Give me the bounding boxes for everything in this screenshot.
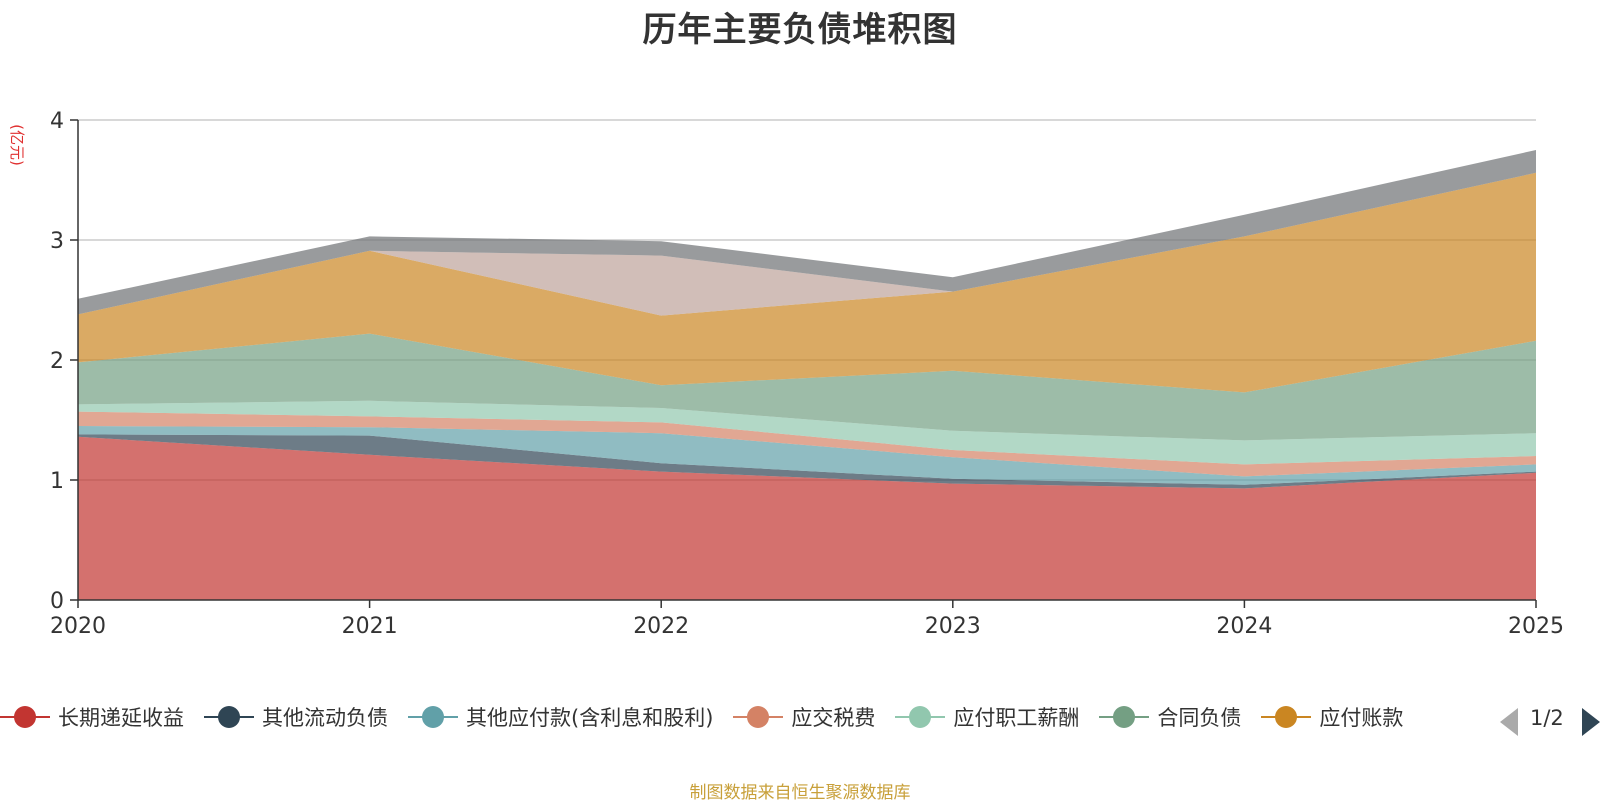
legend-item-label: 应付职工薪酬 xyxy=(953,706,1080,730)
legend-item-3[interactable]: 应交税费 xyxy=(733,700,875,734)
y-tick-label-0: 0 xyxy=(50,589,64,614)
y-tick-label-2: 2 xyxy=(50,349,64,374)
chart-legend: 长期递延收益 其他流动负债 其他应付款(含利息和股利) 应交税费 应付职工薪酬 合同负债 应… xyxy=(0,700,1480,734)
area-series-7 xyxy=(78,172,1536,316)
legend-item-label: 应交税费 xyxy=(791,706,876,730)
chart-title: 历年主要负债堆积图 xyxy=(642,10,958,50)
area-series-8 xyxy=(78,150,1536,315)
area-series-6 xyxy=(78,172,1536,393)
y-tick-label-4: 4 xyxy=(50,109,64,134)
legend-prev-page-icon[interactable] xyxy=(1500,708,1518,736)
legend-item-0[interactable]: 长期递延收益 xyxy=(0,700,184,734)
x-tick-label-2020: 2020 xyxy=(50,614,106,639)
x-tick-label-2021: 2021 xyxy=(342,614,398,639)
y-tick-label-3: 3 xyxy=(50,229,64,254)
legend-item-label: 其他流动负债 xyxy=(262,706,388,730)
legend-item-4[interactable]: 应付职工薪酬 xyxy=(895,700,1079,734)
x-tick-label-2022: 2022 xyxy=(633,614,689,639)
legend-marker-icon xyxy=(733,704,784,730)
legend-item-6[interactable]: 应付账款 xyxy=(1261,700,1403,734)
x-tick-label-2025: 2025 xyxy=(1508,614,1564,639)
legend-marker-icon xyxy=(204,704,254,730)
legend-item-label: 应付账款 xyxy=(1319,706,1404,730)
x-tick-label-2024: 2024 xyxy=(1216,614,1272,639)
area-series-5 xyxy=(78,333,1536,441)
area-series-4 xyxy=(78,400,1536,465)
legend-marker-icon xyxy=(1099,704,1150,730)
legend-item-5[interactable]: 合同负债 xyxy=(1099,700,1241,734)
legend-marker-icon xyxy=(0,704,50,730)
legend-item-label: 长期递延收益 xyxy=(58,706,184,730)
legend-item-label: 其他应付款(含利息和股利) xyxy=(466,706,714,730)
legend-item-2[interactable]: 其他应付款(含利息和股利) xyxy=(408,700,713,734)
y-axis-unit-label: (亿元) xyxy=(8,124,26,166)
data-source-note: 制图数据来自恒生聚源数据库 xyxy=(689,783,911,803)
legend-next-page-icon[interactable] xyxy=(1582,708,1600,736)
area-series-1 xyxy=(78,434,1536,489)
legend-marker-icon xyxy=(1261,704,1312,730)
legend-page-indicator: 1/2 xyxy=(1530,706,1564,730)
legend-item-1[interactable]: 其他流动负债 xyxy=(204,700,388,734)
area-series-2 xyxy=(78,426,1536,485)
axes: 0 1 2 3 4 2020 2021 2022 2023 2024 2025 xyxy=(50,109,1564,639)
legend-marker-icon xyxy=(408,704,458,730)
legend-item-label: 合同负债 xyxy=(1157,706,1242,730)
legend-marker-icon xyxy=(895,704,946,730)
y-tick-label-1: 1 xyxy=(50,469,64,494)
area-series-0 xyxy=(78,436,1536,600)
stacked-areas xyxy=(78,150,1536,600)
x-tick-label-2023: 2023 xyxy=(925,614,981,639)
area-series-3 xyxy=(78,411,1536,477)
legend-pager: 1/2 xyxy=(1500,706,1600,740)
